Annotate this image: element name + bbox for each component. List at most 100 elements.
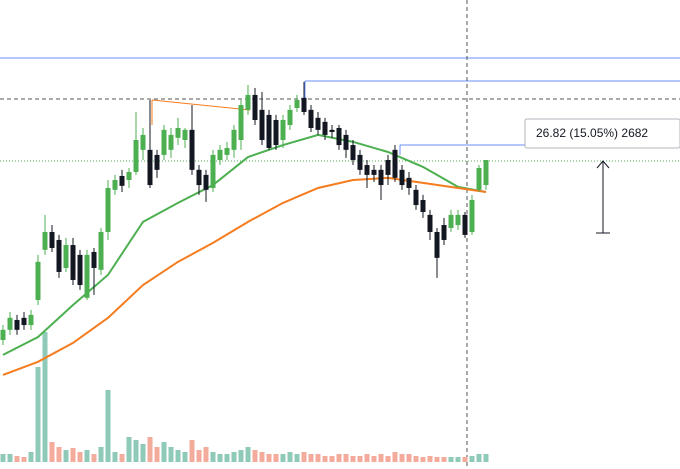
volume-bar (392, 452, 398, 462)
candle-body (413, 189, 419, 206)
volume-bar (343, 454, 349, 462)
volume-bar (63, 450, 69, 462)
measure-arrowhead (596, 160, 610, 169)
volume-bar (301, 452, 307, 462)
candle-body (7, 317, 13, 330)
volume-bar (469, 456, 475, 462)
volume-bar (245, 447, 251, 462)
candle-body (462, 214, 468, 235)
candle-body (196, 169, 202, 186)
volume-bar (0, 454, 6, 462)
candle-body (77, 254, 83, 286)
volume-bar (112, 452, 118, 462)
volume-bar (7, 454, 13, 462)
candle-body (252, 94, 258, 120)
volume-bar (413, 456, 419, 462)
candle-body (56, 239, 62, 272)
candle-body (315, 117, 321, 130)
volume-bar (483, 454, 489, 462)
candle-body (399, 169, 405, 186)
candle-body (448, 214, 454, 228)
candle-body (203, 174, 209, 190)
volume-bar (35, 367, 41, 462)
volume-bar (140, 444, 146, 462)
candle-body (329, 129, 335, 132)
candle-body (287, 109, 293, 126)
volume-bar (77, 452, 83, 462)
volume-bar (420, 457, 426, 462)
candle-body (154, 154, 160, 170)
candle-body (0, 329, 6, 340)
volume-bar (189, 440, 195, 462)
volume-bar (287, 452, 293, 462)
volume-bar (98, 447, 104, 462)
candle-body (266, 114, 272, 148)
volume-bar (126, 437, 132, 462)
volume-bar (49, 442, 55, 462)
volume-bar (364, 454, 370, 462)
volume-bar (434, 457, 440, 462)
volume-bar (182, 452, 188, 462)
candle-body (245, 94, 251, 110)
volume-bar (406, 454, 412, 462)
trend-line (151, 99, 251, 111)
volume-bar (119, 454, 125, 462)
volume-bar (14, 456, 20, 462)
candle-body (14, 319, 20, 330)
candle-body (147, 149, 153, 186)
candle-body (357, 154, 363, 170)
volume-bar (441, 457, 447, 462)
candle-body (336, 127, 342, 146)
candle-body (105, 187, 111, 232)
candle-body (427, 214, 433, 232)
candle-body (350, 145, 356, 160)
candle-body (392, 149, 398, 178)
candle-body (210, 154, 216, 188)
candle-body (217, 149, 223, 160)
volume-bar (455, 457, 461, 462)
volume-bar (105, 390, 111, 462)
volume-bar (329, 456, 335, 462)
volume-bar (252, 450, 258, 462)
volume-bar (259, 452, 265, 462)
candle-layer (0, 81, 489, 346)
volume-bar (203, 447, 209, 462)
volume-bar (175, 450, 181, 462)
candle-body (119, 175, 125, 186)
volume-bar (294, 454, 300, 462)
volume-bar (336, 454, 342, 462)
volume-bar (315, 454, 321, 462)
candle-body (455, 214, 461, 226)
candle-body (469, 199, 475, 232)
candle-body (28, 314, 34, 326)
candle-body (42, 231, 48, 250)
volume-bar (154, 447, 160, 462)
candle-body (378, 169, 384, 186)
candle-body (259, 109, 265, 140)
volume-bar (21, 457, 27, 462)
volume-bar (280, 454, 286, 462)
volume-bar (42, 332, 48, 462)
volume-bar (266, 454, 272, 462)
volume-layer (0, 332, 489, 462)
candle-body (168, 134, 174, 150)
candle-body (189, 129, 195, 170)
volume-bar (308, 454, 314, 462)
candle-body (231, 129, 237, 150)
volume-bar (462, 457, 468, 462)
candle-body (112, 179, 118, 190)
volume-bar (273, 454, 279, 462)
volume-bar (399, 454, 405, 462)
candle-body (343, 134, 349, 150)
candle-body (280, 119, 286, 140)
candle-body (70, 245, 76, 280)
candle-body (84, 254, 90, 298)
candle-body (371, 169, 377, 175)
volume-bar (210, 452, 216, 462)
candle-body (420, 199, 426, 212)
candle-body (175, 127, 181, 138)
candle-body (476, 167, 482, 190)
volume-bar (231, 452, 237, 462)
candle-body (273, 119, 279, 146)
